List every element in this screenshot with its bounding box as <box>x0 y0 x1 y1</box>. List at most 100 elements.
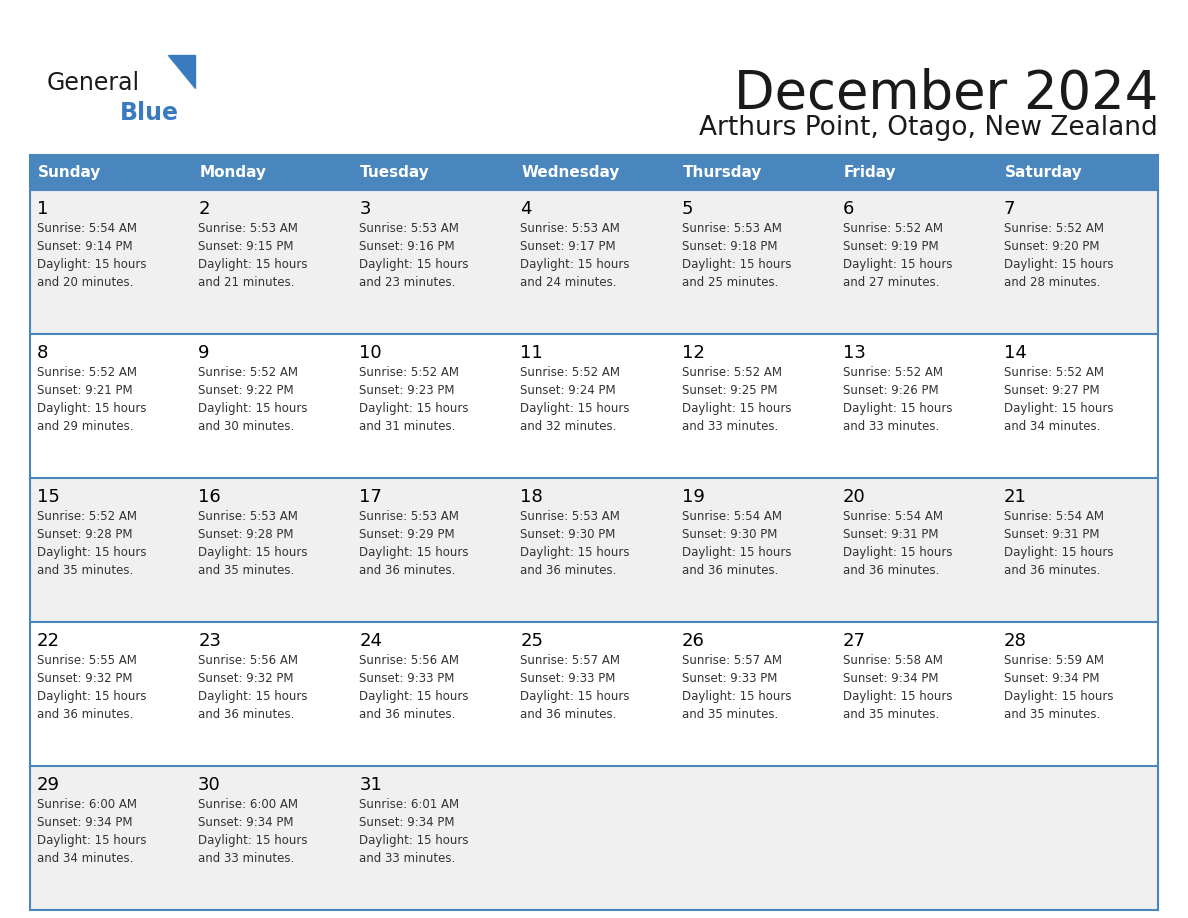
Text: Sunrise: 5:58 AM: Sunrise: 5:58 AM <box>842 654 942 667</box>
Text: Daylight: 15 hours: Daylight: 15 hours <box>198 402 308 415</box>
Text: 9: 9 <box>198 344 209 362</box>
Bar <box>30 766 1158 910</box>
Text: Sunrise: 5:52 AM: Sunrise: 5:52 AM <box>842 222 943 235</box>
Text: Sunrise: 5:53 AM: Sunrise: 5:53 AM <box>198 510 298 523</box>
Text: and 23 minutes.: and 23 minutes. <box>359 276 456 289</box>
Text: Daylight: 15 hours: Daylight: 15 hours <box>682 546 791 559</box>
Text: Sunrise: 5:56 AM: Sunrise: 5:56 AM <box>359 654 460 667</box>
Text: 13: 13 <box>842 344 866 362</box>
Text: 8: 8 <box>37 344 49 362</box>
Text: Sunset: 9:34 PM: Sunset: 9:34 PM <box>198 816 293 829</box>
Text: 15: 15 <box>37 488 59 506</box>
Text: Sunrise: 5:59 AM: Sunrise: 5:59 AM <box>1004 654 1104 667</box>
Bar <box>30 334 1158 478</box>
Text: 6: 6 <box>842 200 854 218</box>
Text: Sunrise: 5:57 AM: Sunrise: 5:57 AM <box>682 654 782 667</box>
Text: Sunrise: 5:55 AM: Sunrise: 5:55 AM <box>37 654 137 667</box>
Bar <box>191 155 353 190</box>
Text: Sunrise: 5:52 AM: Sunrise: 5:52 AM <box>37 510 137 523</box>
Text: 25: 25 <box>520 632 543 650</box>
Bar <box>30 155 191 190</box>
Text: Sunrise: 5:53 AM: Sunrise: 5:53 AM <box>359 222 459 235</box>
Text: Sunset: 9:28 PM: Sunset: 9:28 PM <box>198 528 293 541</box>
Text: 23: 23 <box>198 632 221 650</box>
Text: 1: 1 <box>37 200 49 218</box>
Text: Daylight: 15 hours: Daylight: 15 hours <box>682 258 791 271</box>
Text: Sunset: 9:31 PM: Sunset: 9:31 PM <box>842 528 939 541</box>
Text: Sunset: 9:24 PM: Sunset: 9:24 PM <box>520 384 617 397</box>
Text: Daylight: 15 hours: Daylight: 15 hours <box>520 258 630 271</box>
Bar <box>353 155 513 190</box>
Text: and 33 minutes.: and 33 minutes. <box>682 420 778 433</box>
Text: Sunset: 9:31 PM: Sunset: 9:31 PM <box>1004 528 1099 541</box>
Text: and 36 minutes.: and 36 minutes. <box>520 564 617 577</box>
Text: Sunset: 9:26 PM: Sunset: 9:26 PM <box>842 384 939 397</box>
Text: and 36 minutes.: and 36 minutes. <box>1004 564 1100 577</box>
Text: and 30 minutes.: and 30 minutes. <box>198 420 295 433</box>
Text: Sunset: 9:28 PM: Sunset: 9:28 PM <box>37 528 133 541</box>
Text: and 36 minutes.: and 36 minutes. <box>37 708 133 721</box>
Text: Tuesday: Tuesday <box>360 165 430 180</box>
Text: Daylight: 15 hours: Daylight: 15 hours <box>1004 546 1113 559</box>
Text: 12: 12 <box>682 344 704 362</box>
Text: 26: 26 <box>682 632 704 650</box>
Text: Monday: Monday <box>200 165 266 180</box>
Text: Sunset: 9:18 PM: Sunset: 9:18 PM <box>682 240 777 253</box>
Text: 17: 17 <box>359 488 383 506</box>
Text: Sunset: 9:20 PM: Sunset: 9:20 PM <box>1004 240 1099 253</box>
Text: Daylight: 15 hours: Daylight: 15 hours <box>842 690 953 703</box>
Text: and 20 minutes.: and 20 minutes. <box>37 276 133 289</box>
Text: Sunset: 9:27 PM: Sunset: 9:27 PM <box>1004 384 1099 397</box>
Text: and 36 minutes.: and 36 minutes. <box>842 564 939 577</box>
Text: 16: 16 <box>198 488 221 506</box>
Text: 5: 5 <box>682 200 693 218</box>
Text: Daylight: 15 hours: Daylight: 15 hours <box>1004 258 1113 271</box>
Text: December 2024: December 2024 <box>734 68 1158 120</box>
Text: Daylight: 15 hours: Daylight: 15 hours <box>842 546 953 559</box>
Text: Sunrise: 5:56 AM: Sunrise: 5:56 AM <box>198 654 298 667</box>
Text: Daylight: 15 hours: Daylight: 15 hours <box>520 690 630 703</box>
Text: Sunset: 9:16 PM: Sunset: 9:16 PM <box>359 240 455 253</box>
Text: Sunset: 9:33 PM: Sunset: 9:33 PM <box>520 672 615 685</box>
Text: 3: 3 <box>359 200 371 218</box>
Text: and 33 minutes.: and 33 minutes. <box>198 852 295 865</box>
Text: Sunrise: 5:52 AM: Sunrise: 5:52 AM <box>1004 222 1104 235</box>
Text: Sunset: 9:25 PM: Sunset: 9:25 PM <box>682 384 777 397</box>
Text: Daylight: 15 hours: Daylight: 15 hours <box>359 546 469 559</box>
Text: Daylight: 15 hours: Daylight: 15 hours <box>37 834 146 847</box>
Text: and 34 minutes.: and 34 minutes. <box>1004 420 1100 433</box>
Text: and 35 minutes.: and 35 minutes. <box>37 564 133 577</box>
Text: Daylight: 15 hours: Daylight: 15 hours <box>359 258 469 271</box>
Text: 2: 2 <box>198 200 209 218</box>
Text: 21: 21 <box>1004 488 1026 506</box>
Text: and 31 minutes.: and 31 minutes. <box>359 420 456 433</box>
Text: Daylight: 15 hours: Daylight: 15 hours <box>520 402 630 415</box>
Text: Sunrise: 5:52 AM: Sunrise: 5:52 AM <box>198 366 298 379</box>
Text: Sunrise: 5:52 AM: Sunrise: 5:52 AM <box>37 366 137 379</box>
Text: Sunrise: 6:01 AM: Sunrise: 6:01 AM <box>359 798 460 811</box>
Text: 14: 14 <box>1004 344 1026 362</box>
Bar <box>835 155 997 190</box>
Text: Sunset: 9:23 PM: Sunset: 9:23 PM <box>359 384 455 397</box>
Text: 11: 11 <box>520 344 543 362</box>
Text: and 32 minutes.: and 32 minutes. <box>520 420 617 433</box>
Text: 27: 27 <box>842 632 866 650</box>
Text: Sunrise: 5:53 AM: Sunrise: 5:53 AM <box>198 222 298 235</box>
Text: 4: 4 <box>520 200 532 218</box>
Text: 30: 30 <box>198 776 221 794</box>
Text: Wednesday: Wednesday <box>522 165 620 180</box>
Text: Sunset: 9:30 PM: Sunset: 9:30 PM <box>682 528 777 541</box>
Text: and 36 minutes.: and 36 minutes. <box>359 564 456 577</box>
Bar <box>30 622 1158 766</box>
Text: Daylight: 15 hours: Daylight: 15 hours <box>1004 402 1113 415</box>
Text: and 28 minutes.: and 28 minutes. <box>1004 276 1100 289</box>
Text: and 36 minutes.: and 36 minutes. <box>520 708 617 721</box>
Bar <box>30 478 1158 622</box>
Text: Daylight: 15 hours: Daylight: 15 hours <box>198 834 308 847</box>
Text: Daylight: 15 hours: Daylight: 15 hours <box>1004 690 1113 703</box>
Text: Daylight: 15 hours: Daylight: 15 hours <box>37 258 146 271</box>
Text: Thursday: Thursday <box>683 165 762 180</box>
Text: Sunrise: 5:52 AM: Sunrise: 5:52 AM <box>1004 366 1104 379</box>
Text: Sunrise: 6:00 AM: Sunrise: 6:00 AM <box>37 798 137 811</box>
Text: Sunset: 9:33 PM: Sunset: 9:33 PM <box>359 672 455 685</box>
